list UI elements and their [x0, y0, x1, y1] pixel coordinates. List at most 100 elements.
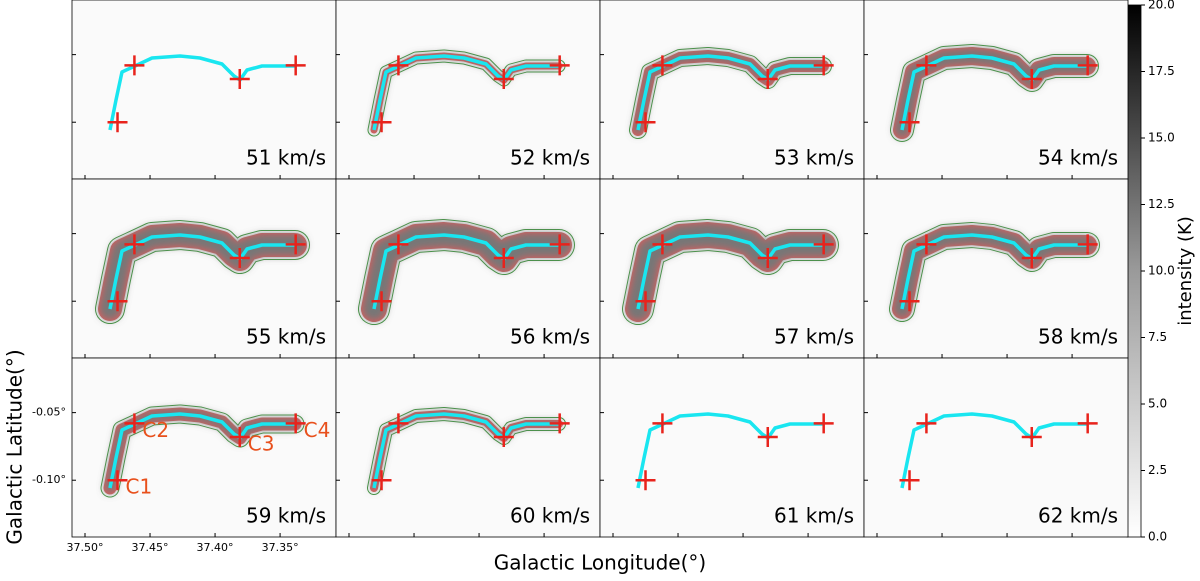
panel: 61 km/s [599, 357, 865, 538]
panel: 56 km/s [335, 178, 601, 359]
colorbar-tick-label: 17.5 [1148, 64, 1175, 78]
clump-marker [899, 470, 920, 491]
x-tick-label: 37.45° [132, 541, 169, 554]
panel-label: 51 km/s [246, 146, 326, 170]
panel-label: 59 km/s [246, 504, 326, 528]
panel-content [72, 0, 336, 179]
panel-content [600, 0, 864, 179]
clump-marker [493, 247, 514, 268]
clump-marker [757, 68, 778, 89]
filament-skeleton [900, 54, 1087, 131]
clump-marker [107, 291, 128, 312]
panel-label: 62 km/s [1038, 504, 1118, 528]
panel-content [864, 358, 1128, 537]
clump-marker [813, 234, 834, 255]
filament-skeleton [636, 54, 823, 131]
filament-skeleton [372, 54, 559, 131]
clump-marker [229, 68, 250, 89]
clump-marker [635, 112, 656, 133]
filament-skeleton [900, 233, 1087, 310]
clump-marker [388, 413, 409, 434]
clump-marker [371, 470, 392, 491]
clump-marker [652, 413, 673, 434]
panel-bg [600, 358, 864, 537]
clump-marker [1021, 426, 1042, 447]
panel-frame [863, 357, 1129, 538]
panel: 62 km/s [863, 357, 1129, 538]
clump-marker [107, 470, 128, 491]
panel-label: 60 km/s [510, 504, 590, 528]
panel-bg [864, 358, 1128, 537]
colorbar-tick-label: 0.0 [1148, 530, 1167, 544]
panel-content [336, 358, 600, 537]
clump-marker [549, 55, 570, 76]
panel-label: 52 km/s [510, 146, 590, 170]
clump-marker [899, 112, 920, 133]
clump-label: C1 [126, 475, 153, 499]
clump-marker [549, 413, 570, 434]
filament-skeleton [900, 412, 1087, 489]
x-tick-label: 37.40° [197, 541, 234, 554]
panel-content [336, 179, 600, 358]
colorbar-tick-label: 7.5 [1148, 330, 1167, 344]
panel: 51 km/s [71, 0, 337, 180]
colorbar-tick-label: 20.0 [1148, 0, 1175, 12]
panel: 60 km/s [335, 357, 601, 538]
clump-marker [652, 55, 673, 76]
clump-marker [1021, 247, 1042, 268]
x-tick-label: 37.50° [67, 541, 104, 554]
clump-marker [635, 291, 656, 312]
x-axis-label: Galactic Longitude(°) [494, 551, 706, 575]
panel: 57 km/s [599, 178, 865, 359]
colorbar-tick-label: 10.0 [1148, 264, 1175, 278]
clump-marker [371, 112, 392, 133]
colorbar-label: intensity (K) [1175, 216, 1196, 326]
panel: 54 km/s [863, 0, 1129, 180]
clump-marker [371, 291, 392, 312]
filament-skeleton [108, 233, 295, 310]
panel: 59 km/s 37.50° 37.45° 37.40° 37.35° -0.05° -0.… [32, 357, 337, 554]
clump-marker [549, 234, 570, 255]
clump-marker [916, 55, 937, 76]
clump-marker [635, 470, 656, 491]
panel-label: 55 km/s [246, 325, 326, 349]
clump-marker [493, 68, 514, 89]
clump-marker [813, 413, 834, 434]
panel-label: 58 km/s [1038, 325, 1118, 349]
panel: 58 km/s [863, 178, 1129, 359]
panel-content [600, 179, 864, 358]
clump-marker [1077, 234, 1098, 255]
panel-bg [72, 0, 336, 179]
panel-content [336, 0, 600, 179]
clump-label: C3 [248, 431, 275, 455]
clump-marker [493, 426, 514, 447]
clump-label: C2 [142, 418, 169, 442]
clump-marker [124, 55, 145, 76]
colorbar-tick-label: 15.0 [1148, 131, 1175, 145]
clump-marker [285, 413, 306, 434]
clump-marker [1077, 55, 1098, 76]
colorbar-tick-label: 12.5 [1148, 197, 1175, 211]
clump-label: C4 [304, 418, 331, 442]
panel-content [600, 358, 864, 537]
panel: 53 km/s [599, 0, 865, 180]
clump-marker [899, 291, 920, 312]
clump-marker [388, 55, 409, 76]
filament-skeleton [108, 412, 295, 489]
filament-skeleton [636, 233, 823, 310]
clump-marker [229, 247, 250, 268]
panel-label: 61 km/s [774, 504, 854, 528]
clump-marker [229, 426, 250, 447]
panel: 52 km/s [335, 0, 601, 180]
x-tick-label: 37.35° [262, 541, 299, 554]
panel-content [72, 179, 336, 358]
panel-label: 56 km/s [510, 325, 590, 349]
clump-marker [388, 234, 409, 255]
panel-label: 53 km/s [774, 146, 854, 170]
clump-marker [652, 234, 673, 255]
clump-marker [285, 55, 306, 76]
clump-marker [285, 234, 306, 255]
clump-marker [124, 413, 145, 434]
clump-marker [757, 247, 778, 268]
